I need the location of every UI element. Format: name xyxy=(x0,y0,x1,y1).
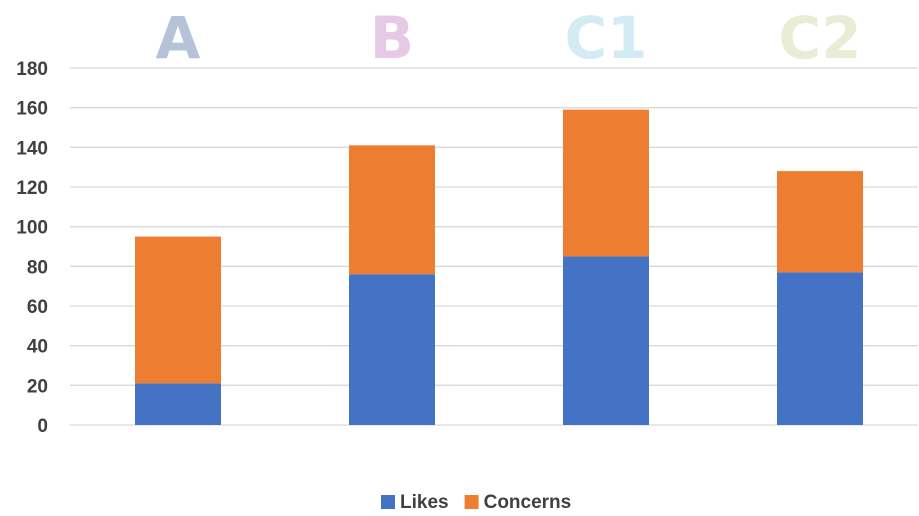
y-tick-label: 100 xyxy=(16,218,48,239)
legend-swatch-concerns xyxy=(464,495,479,509)
category-label-a: A xyxy=(156,4,201,72)
bar-concerns-a xyxy=(135,236,221,384)
category-label-b: B xyxy=(370,4,414,72)
legend: Likes Concerns xyxy=(381,492,571,513)
bar-concerns-c2 xyxy=(777,171,863,273)
bar-concerns-b xyxy=(349,145,435,275)
y-tick-label: 160 xyxy=(16,99,48,120)
bar-likes-b xyxy=(349,274,435,425)
bar-likes-c2 xyxy=(777,272,863,425)
y-tick-label: 40 xyxy=(27,337,48,358)
category-label-c1: C1 xyxy=(565,4,648,72)
y-tick-label: 140 xyxy=(16,138,48,159)
legend-label-concerns: Concerns xyxy=(484,492,572,513)
bar-concerns-c1 xyxy=(563,109,649,257)
y-tick-label: 80 xyxy=(27,257,48,278)
category-label-c2: C2 xyxy=(779,4,862,72)
y-tick-label: 0 xyxy=(37,416,48,437)
legend-swatch-likes xyxy=(381,495,395,509)
legend-label-likes: Likes xyxy=(400,492,449,513)
y-tick-label: 180 xyxy=(16,59,48,80)
category-labels: A B C1 C2 xyxy=(156,4,862,72)
bar-layer xyxy=(135,109,863,425)
y-tick-label: 120 xyxy=(16,178,48,199)
y-tick-label: 60 xyxy=(27,297,48,318)
y-tick-label: 20 xyxy=(27,376,48,397)
bar-likes-c1 xyxy=(563,256,649,425)
bar-likes-a xyxy=(135,383,221,425)
y-axis-ticks: 0 20 40 60 80 100 120 140 160 180 xyxy=(16,59,48,437)
